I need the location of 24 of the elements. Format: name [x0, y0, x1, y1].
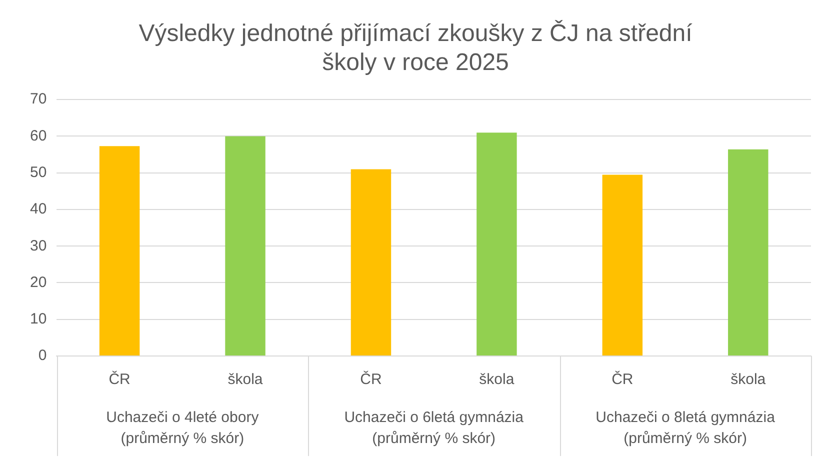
text: škola — [479, 371, 514, 388]
y-tick-label: 50 — [30, 164, 47, 181]
bar — [728, 149, 768, 356]
y-tick-label: 20 — [30, 274, 47, 291]
chart-title: Výsledky jednotné přijímací zkoušky z ČJ na střední školy v roce 2025 — [138, 20, 693, 76]
bar — [476, 132, 517, 356]
series-label: škola — [228, 371, 264, 388]
bar — [350, 169, 392, 356]
y-tick-label: 10 — [30, 310, 47, 328]
y-tick-label: 0 — [38, 347, 47, 364]
x-tick-label: Uchazeči o 6letá gymnázia (průměrný % skór) — [344, 409, 524, 448]
bar — [225, 136, 266, 356]
y-tick-label: 70 — [30, 90, 47, 108]
text: škola — [730, 371, 766, 388]
x-tick-label: Uchazeči o 4leté obory (průměrný % skór) — [106, 409, 260, 448]
bar — [99, 146, 140, 356]
y-tick-label: 40 — [30, 200, 47, 218]
x-tick-label: Uchazeči o 8letá gymnázia (průměrný % skór) — [596, 409, 776, 448]
bar — [602, 174, 643, 356]
text: ČR — [612, 371, 634, 388]
y-tick-label: 60 — [30, 127, 47, 144]
text: ČR — [360, 371, 382, 388]
series-label: ČR — [108, 370, 131, 388]
y-tick-label: 30 — [30, 237, 47, 254]
